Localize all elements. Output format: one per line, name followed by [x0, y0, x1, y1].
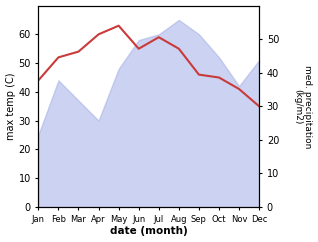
X-axis label: date (month): date (month) — [110, 227, 188, 236]
Y-axis label: med. precipitation
(kg/m2): med. precipitation (kg/m2) — [293, 65, 313, 148]
Y-axis label: max temp (C): max temp (C) — [5, 73, 16, 140]
